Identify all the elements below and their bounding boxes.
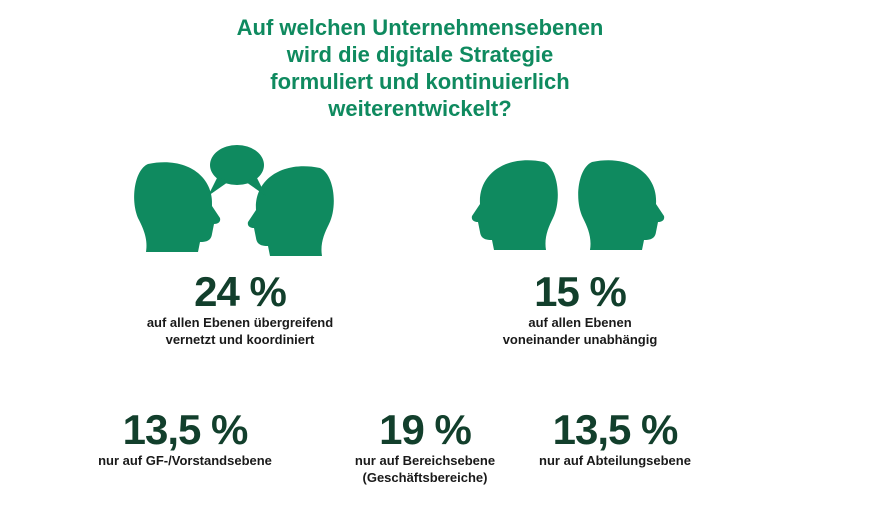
stat-value: 13,5 % bbox=[552, 406, 679, 453]
head-icon bbox=[247, 166, 334, 256]
stat-label-line: auf allen Ebenen übergreifend bbox=[146, 315, 334, 330]
stat-label-line: nur auf Bereichsebene bbox=[354, 453, 496, 468]
stat-label: nur auf GF-/Vorstandsebene bbox=[70, 452, 300, 469]
title-line: wird die digitale Strategie bbox=[286, 42, 554, 67]
head-icon bbox=[578, 160, 665, 250]
title-line: formuliert und kontinuierlich bbox=[270, 69, 570, 94]
title-line: Auf welchen Unternehmensebenen bbox=[236, 15, 604, 40]
speech-bubble-icon bbox=[208, 145, 266, 196]
chart-title: Auf welchen Unternehmensebenen wird die … bbox=[200, 14, 640, 122]
stat-label-line: auf allen Ebenen bbox=[528, 315, 632, 330]
stat-item: 15 % auf allen Ebenen voneinander unabhä… bbox=[460, 270, 700, 348]
stat-value: 19 % bbox=[379, 406, 472, 453]
stat-label-line: nur auf Abteilungsebene bbox=[539, 453, 691, 468]
two-heads-back-to-back-icon bbox=[471, 160, 665, 250]
stat-label-line: vernetzt und koordiniert bbox=[165, 332, 315, 347]
stat-item: 13,5 % nur auf Abteilungsebene bbox=[500, 408, 730, 469]
head-icon bbox=[134, 162, 221, 252]
stat-item: 13,5 % nur auf GF-/Vorstandsebene bbox=[70, 408, 300, 469]
head-icon bbox=[471, 160, 558, 250]
stat-value: 15 % bbox=[534, 268, 627, 315]
stat-value: 13,5 % bbox=[122, 406, 249, 453]
stat-value: 24 % bbox=[194, 268, 287, 315]
stat-label: auf allen Ebenen voneinander unabhängig bbox=[460, 314, 700, 348]
stat-item: 24 % auf allen Ebenen übergreifend verne… bbox=[120, 270, 360, 348]
stat-label: nur auf Bereichsebene (Geschäftsbereiche… bbox=[310, 452, 540, 486]
stat-label: auf allen Ebenen übergreifend vernetzt u… bbox=[120, 314, 360, 348]
title-line: weiterentwickelt? bbox=[328, 96, 512, 121]
stat-label-line: (Geschäftsbereiche) bbox=[362, 470, 488, 485]
stat-item: 19 % nur auf Bereichsebene (Geschäftsber… bbox=[310, 408, 540, 486]
stat-label-line: nur auf GF-/Vorstandsebene bbox=[98, 453, 272, 468]
two-heads-conversation-icon bbox=[134, 145, 334, 256]
stat-label-line: voneinander unabhängig bbox=[502, 332, 658, 347]
stat-label: nur auf Abteilungsebene bbox=[500, 452, 730, 469]
